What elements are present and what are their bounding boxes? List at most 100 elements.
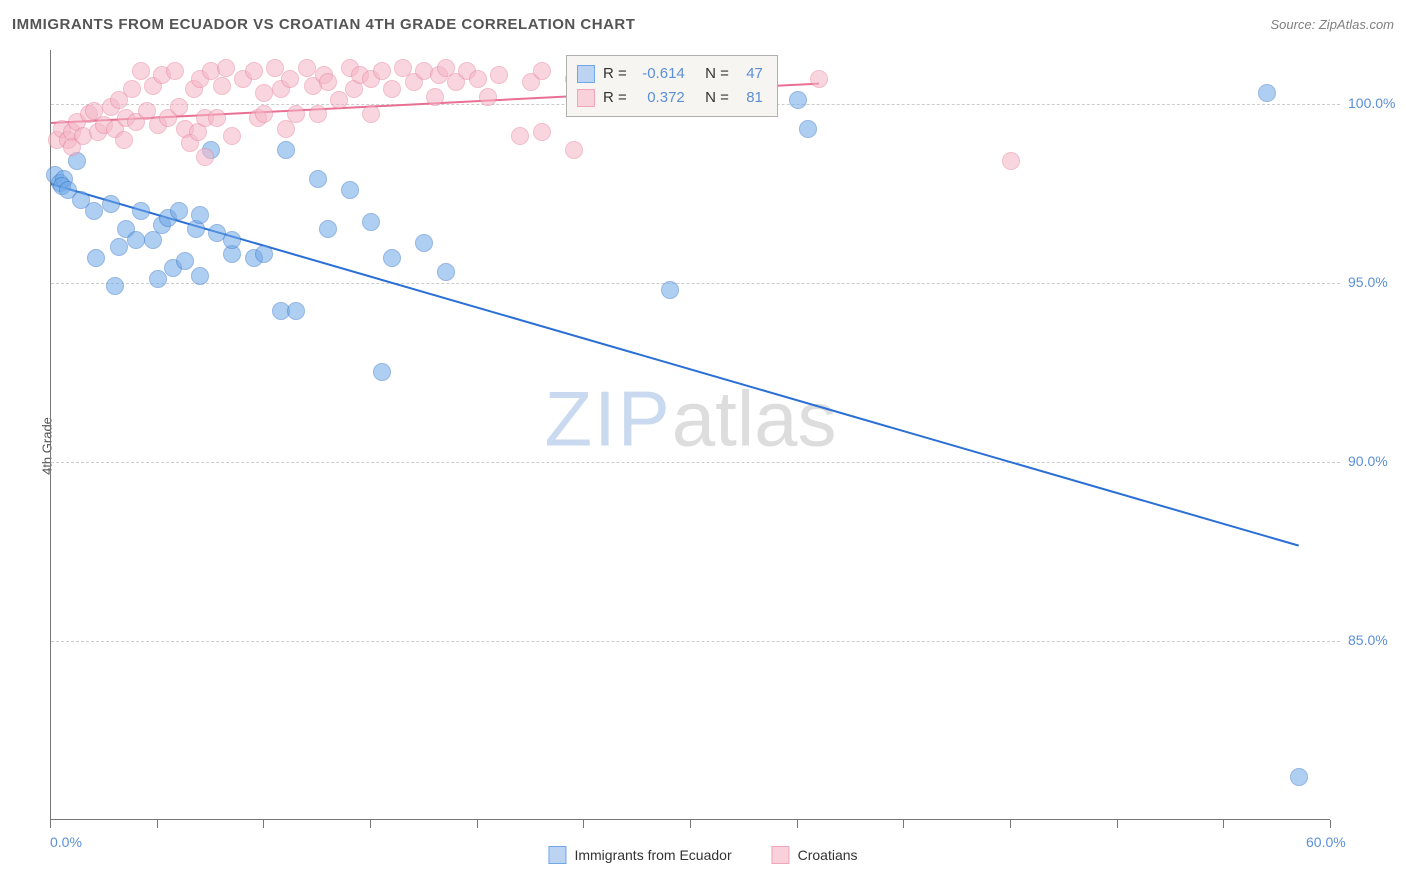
x-tick-mark xyxy=(263,820,264,828)
data-point xyxy=(245,62,263,80)
y-tick-label: 100.0% xyxy=(1348,95,1395,111)
data-point xyxy=(1002,152,1020,170)
data-point xyxy=(287,302,305,320)
gridline xyxy=(51,641,1340,642)
info-legend-swatch xyxy=(577,65,595,83)
info-legend-row: R =-0.614 N =47 xyxy=(577,62,763,86)
legend-label-croatians: Croatians xyxy=(798,847,858,863)
plot-area: ZIPatlas xyxy=(50,50,1330,820)
x-tick-mark xyxy=(1010,820,1011,828)
data-point xyxy=(511,127,529,145)
data-point xyxy=(426,88,444,106)
data-point xyxy=(415,234,433,252)
data-point xyxy=(810,70,828,88)
header-bar: IMMIGRANTS FROM ECUADOR VS CROATIAN 4TH … xyxy=(0,0,1406,40)
data-point xyxy=(437,263,455,281)
data-point xyxy=(208,109,226,127)
data-point xyxy=(223,231,241,249)
legend-item-ecuador: Immigrants from Ecuador xyxy=(548,846,731,864)
legend-label-ecuador: Immigrants from Ecuador xyxy=(574,847,731,863)
data-point xyxy=(309,105,327,123)
info-legend-text: R =-0.614 N =47 xyxy=(603,62,763,86)
data-point xyxy=(362,213,380,231)
data-point xyxy=(373,363,391,381)
data-point xyxy=(255,245,273,263)
x-tick-mark xyxy=(50,820,51,828)
info-legend-swatch xyxy=(577,89,595,107)
data-point xyxy=(1258,84,1276,102)
x-tick-mark xyxy=(157,820,158,828)
info-legend-row: R =0.372 N =81 xyxy=(577,86,763,110)
watermark-part1: ZIP xyxy=(544,375,671,463)
data-point xyxy=(362,105,380,123)
data-point xyxy=(85,202,103,220)
gridline xyxy=(51,462,1340,463)
data-point xyxy=(255,105,273,123)
data-point xyxy=(106,277,124,295)
info-legend: R =-0.614 N =47R =0.372 N =81 xyxy=(566,55,778,117)
x-tick-mark xyxy=(797,820,798,828)
data-point xyxy=(191,206,209,224)
chart-title: IMMIGRANTS FROM ECUADOR VS CROATIAN 4TH … xyxy=(12,16,635,33)
data-point xyxy=(319,220,337,238)
data-point xyxy=(191,267,209,285)
x-tick-mark xyxy=(370,820,371,828)
x-tick-mark xyxy=(690,820,691,828)
data-point xyxy=(298,59,316,77)
data-point xyxy=(176,252,194,270)
data-point xyxy=(281,70,299,88)
data-point xyxy=(170,98,188,116)
data-point xyxy=(115,131,133,149)
data-point xyxy=(799,120,817,138)
data-point xyxy=(170,202,188,220)
data-point xyxy=(166,62,184,80)
data-point xyxy=(490,66,508,84)
x-tick-mark xyxy=(583,820,584,828)
watermark: ZIPatlas xyxy=(544,374,836,465)
source-label: Source: ZipAtlas.com xyxy=(1270,17,1394,32)
data-point xyxy=(533,62,551,80)
data-point xyxy=(123,80,141,98)
data-point xyxy=(373,62,391,80)
data-point xyxy=(132,202,150,220)
legend-swatch-croatians xyxy=(772,846,790,864)
data-point xyxy=(319,73,337,91)
data-point xyxy=(217,59,235,77)
data-point xyxy=(533,123,551,141)
data-point xyxy=(565,141,583,159)
x-tick-mark xyxy=(1330,820,1331,828)
y-tick-label: 85.0% xyxy=(1348,632,1388,648)
data-point xyxy=(213,77,231,95)
x-tick-mark xyxy=(1223,820,1224,828)
data-point xyxy=(661,281,679,299)
data-point xyxy=(469,70,487,88)
data-point xyxy=(479,88,497,106)
gridline xyxy=(51,283,1340,284)
data-point xyxy=(196,148,214,166)
data-point xyxy=(127,231,145,249)
y-tick-label: 95.0% xyxy=(1348,274,1388,290)
x-tick-label: 0.0% xyxy=(50,834,82,850)
data-point xyxy=(255,84,273,102)
data-point xyxy=(309,170,327,188)
data-point xyxy=(110,238,128,256)
data-point xyxy=(341,181,359,199)
info-legend-text: R =0.372 N =81 xyxy=(603,86,763,110)
x-tick-mark xyxy=(903,820,904,828)
x-tick-label: 60.0% xyxy=(1306,834,1346,850)
legend-item-croatians: Croatians xyxy=(772,846,858,864)
data-point xyxy=(102,195,120,213)
x-tick-mark xyxy=(1117,820,1118,828)
data-point xyxy=(287,105,305,123)
data-point xyxy=(277,141,295,159)
data-point xyxy=(223,127,241,145)
y-tick-label: 90.0% xyxy=(1348,453,1388,469)
data-point xyxy=(383,249,401,267)
legend-swatch-ecuador xyxy=(548,846,566,864)
data-point xyxy=(789,91,807,109)
data-point xyxy=(1290,768,1308,786)
data-point xyxy=(87,249,105,267)
bottom-legend: Immigrants from Ecuador Croatians xyxy=(548,846,857,864)
x-tick-mark xyxy=(477,820,478,828)
data-point xyxy=(383,80,401,98)
